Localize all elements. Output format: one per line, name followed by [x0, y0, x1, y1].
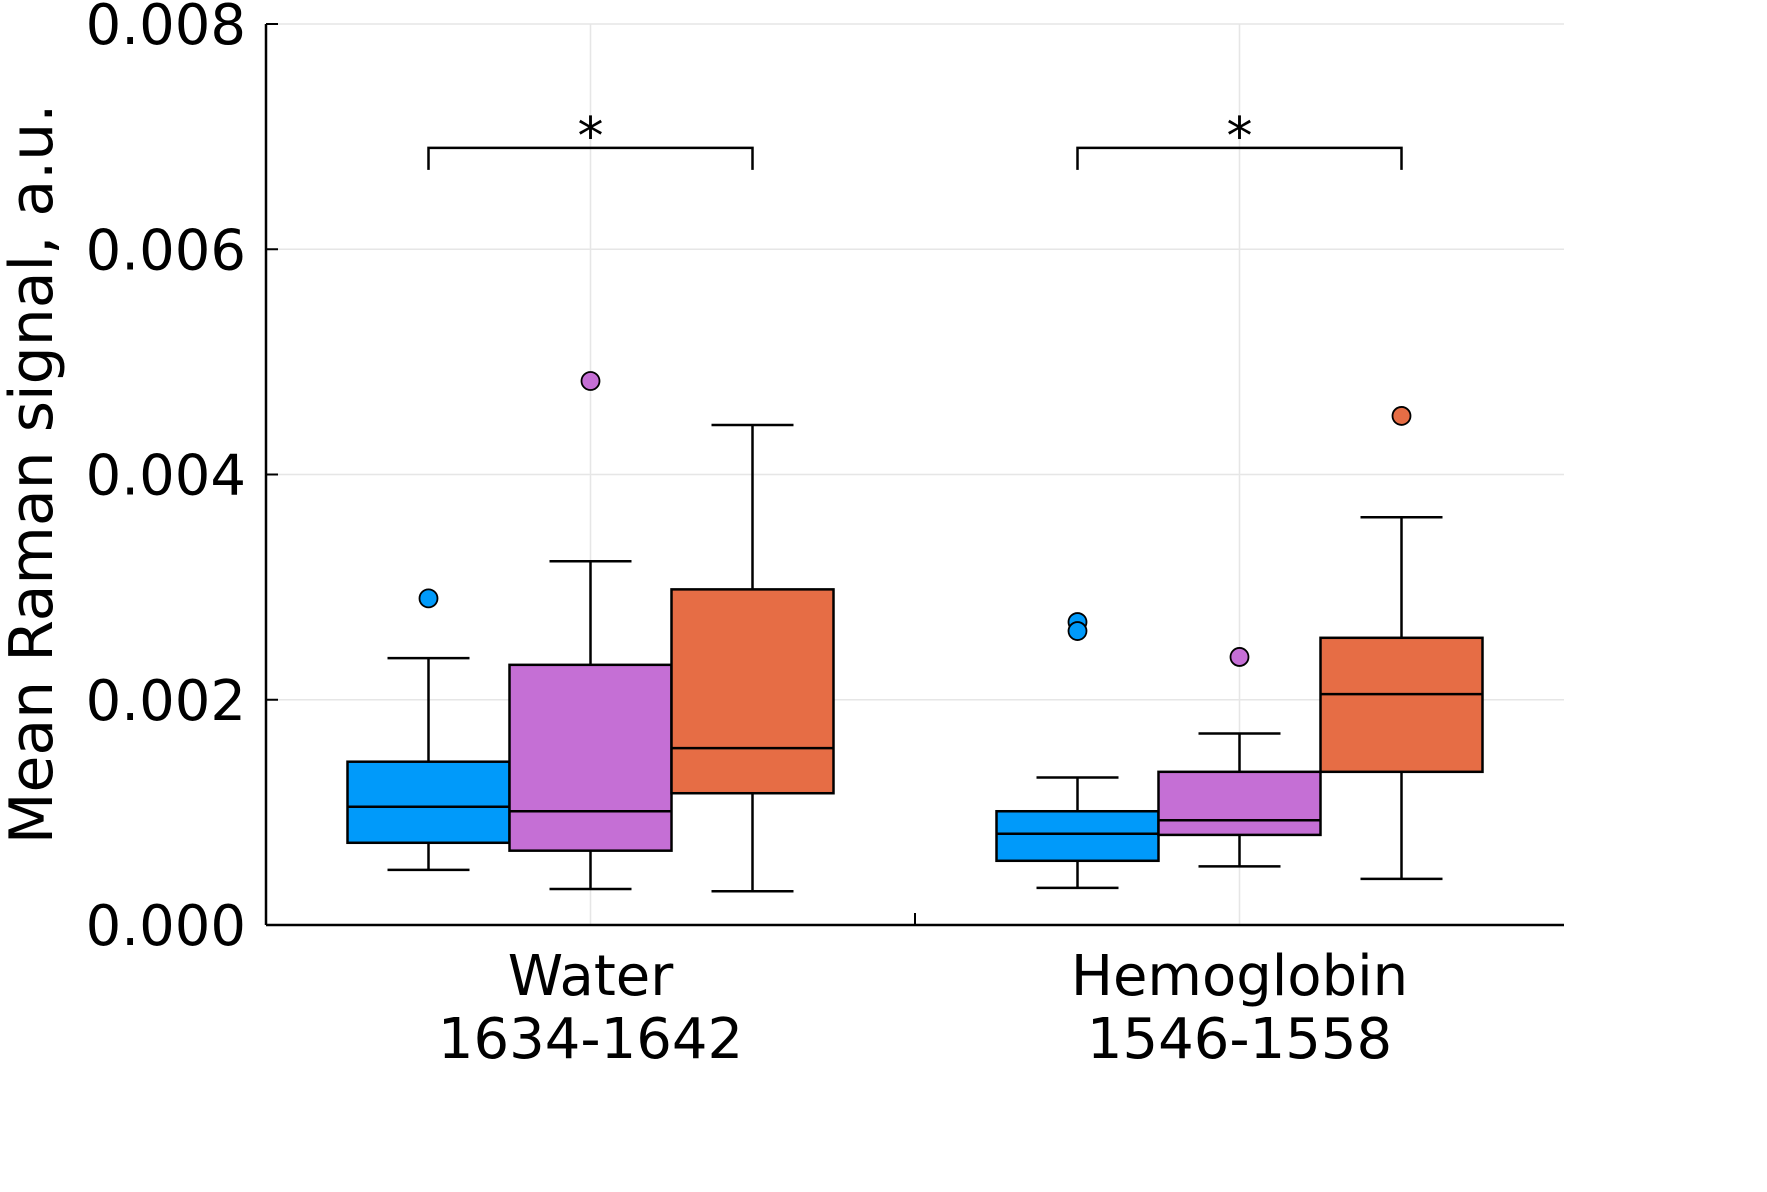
y-axis-label: Mean Raman signal, a.u. [0, 104, 67, 845]
box-iqr [508, 663, 673, 852]
significance-layer: * * [427, 107, 1403, 170]
significance-bracket-2: * [1076, 107, 1403, 170]
x-category-label-range: 1546-1558 [1087, 1007, 1392, 1072]
outlier-point [1391, 406, 1412, 426]
bracket-line [1076, 146, 1403, 170]
box-iqr [670, 588, 835, 795]
y-tick-label: 0.000 [86, 894, 246, 959]
bracket-line [427, 146, 754, 170]
y-tick-label: 0.002 [86, 669, 246, 734]
x-category-label-name: Water [508, 944, 675, 1009]
significance-star: * [578, 107, 604, 167]
box-2-3 [1319, 406, 1484, 881]
box-1-2 [508, 371, 673, 891]
y-tick-label: 0.006 [86, 218, 246, 283]
box-1-3 [670, 423, 835, 893]
box-2-1 [995, 612, 1160, 890]
box-iqr [1157, 770, 1322, 837]
outlier-point [418, 588, 439, 609]
box-iqr [346, 760, 511, 845]
y-tick-label: 0.004 [86, 444, 246, 509]
box-2-2 [1157, 647, 1322, 868]
outlier-point [1229, 647, 1250, 667]
grid-layer [266, 23, 1564, 926]
box-iqr [1319, 636, 1484, 774]
boxes-layer [346, 371, 1484, 893]
significance-bracket-1: * [427, 107, 754, 170]
box-iqr [995, 809, 1160, 863]
box-1-1 [346, 588, 511, 872]
x-category-label-range: 1634-1642 [438, 1007, 743, 1072]
x-category-label-name: Hemoglobin [1071, 944, 1408, 1009]
outlier-point [580, 371, 601, 391]
significance-star: * [1227, 107, 1253, 167]
y-tick-label: 0.008 [86, 0, 246, 58]
outlier-point [1067, 621, 1088, 641]
